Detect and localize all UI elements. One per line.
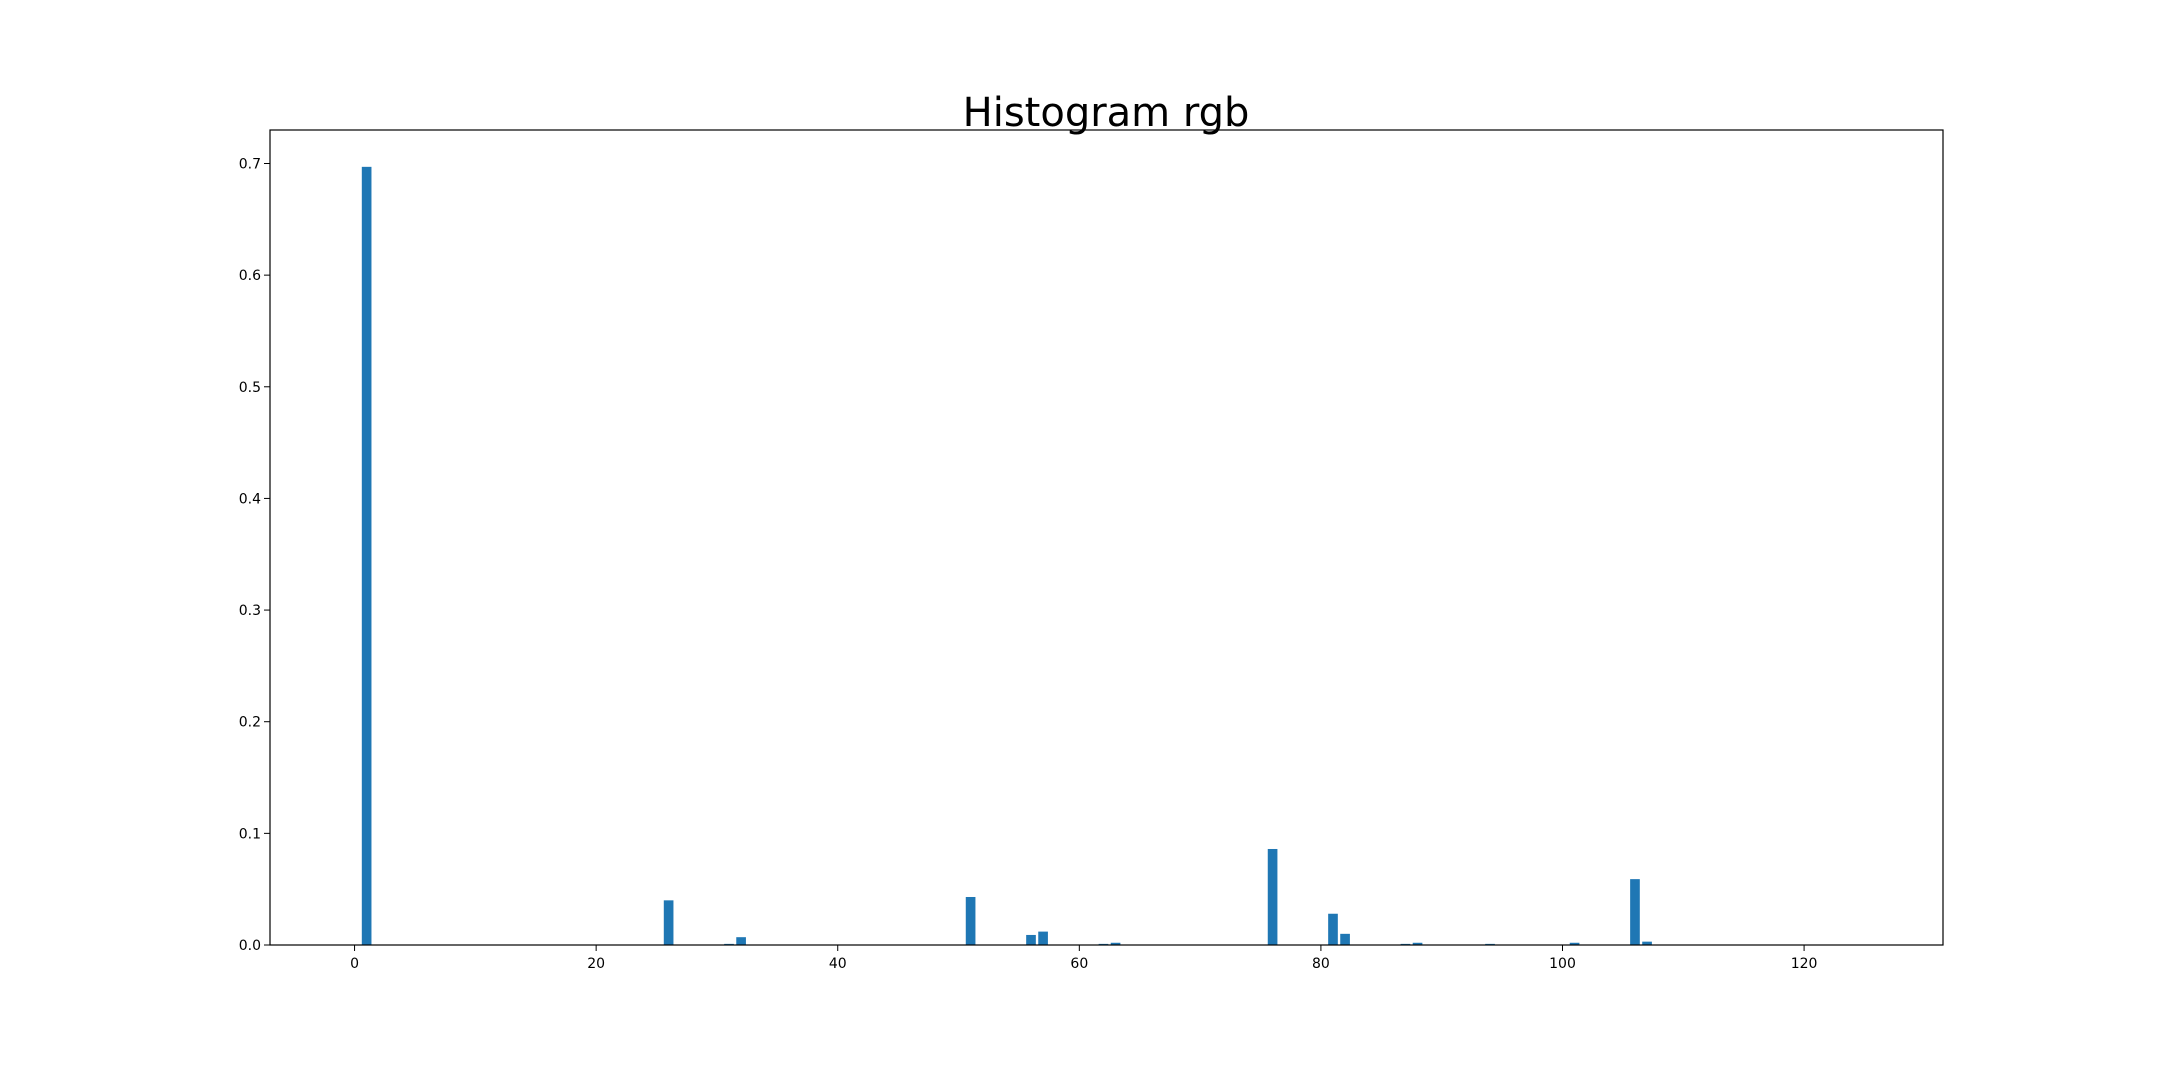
x-tick-label: 0 xyxy=(350,956,359,972)
histogram-bar xyxy=(1026,934,1036,945)
histogram-bar xyxy=(1038,931,1048,945)
y-tick-label: 0.0 xyxy=(239,938,261,954)
histogram-bar xyxy=(736,937,746,945)
x-tick-label: 20 xyxy=(587,956,605,972)
histogram-bar xyxy=(1569,942,1580,945)
x-tick-label: 100 xyxy=(1549,956,1576,972)
x-tick-label: 80 xyxy=(1312,956,1330,972)
y-axis: 0.0 0.1 0.2 0.3 0.4 0.5 0.6 0.7 xyxy=(239,156,270,954)
histogram-bar xyxy=(1630,879,1640,945)
y-tick-label: 0.4 xyxy=(239,491,261,507)
y-tick-label: 0.6 xyxy=(239,268,261,284)
histogram-bar xyxy=(361,166,372,945)
histogram-bar xyxy=(1340,933,1350,945)
x-tick-label: 40 xyxy=(829,956,847,972)
y-tick-label: 0.7 xyxy=(239,156,261,172)
y-tick-label: 0.5 xyxy=(239,380,261,396)
x-axis: 0 20 40 60 80 100 120 xyxy=(350,945,1817,972)
histogram-bar xyxy=(1412,942,1423,945)
histogram-bar xyxy=(1328,913,1338,945)
histogram-bar xyxy=(965,896,976,945)
histogram-bar xyxy=(1110,942,1121,945)
chart-title: Histogram rgb xyxy=(963,90,1250,136)
histogram-bar xyxy=(663,900,674,945)
x-tick-label: 60 xyxy=(1070,956,1088,972)
plot-frame xyxy=(269,129,1944,946)
y-tick-label: 0.1 xyxy=(239,826,261,842)
y-tick-label: 0.3 xyxy=(239,603,261,619)
histogram-bar xyxy=(1642,941,1652,945)
y-tick-label: 0.2 xyxy=(239,715,261,731)
x-tick-label: 120 xyxy=(1791,956,1818,972)
bars-layer xyxy=(361,166,1652,945)
histogram-bar xyxy=(1267,848,1278,945)
